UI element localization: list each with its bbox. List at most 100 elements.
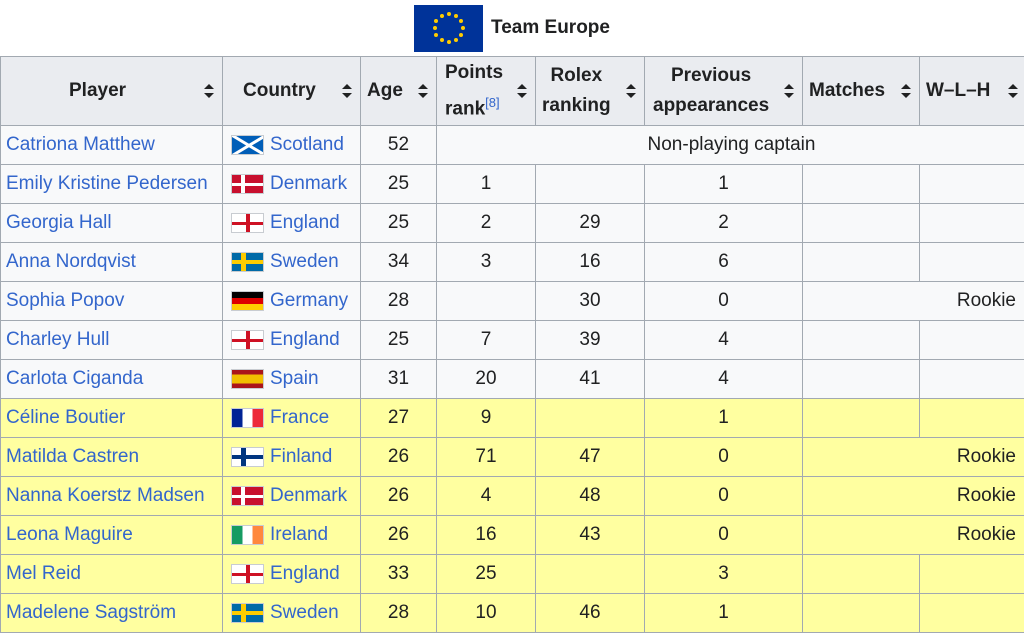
points-rank-cell [436,281,536,321]
caption-title: Team Europe [491,17,610,38]
country-link[interactable]: Spain [270,368,319,389]
player-name-link[interactable]: Matilda Castren [0,437,223,477]
player-name-link[interactable]: Sophia Popov [0,281,223,321]
star-icon [453,13,458,18]
country-link[interactable]: England [270,212,340,233]
rolex-ranking-cell: 39 [535,320,645,360]
table-row: Emily Kristine Pedersen Denmark 25 1 1 [0,164,1024,204]
rookie-label: Rookie [802,476,1024,516]
table-row: Nanna Koerstz Madsen Denmark 26 4 48 0 Rookie [0,476,1024,516]
table-row: Matilda Castren Finland 26 71 47 0 Rookie [0,437,1024,477]
country-link[interactable]: Germany [270,290,349,311]
rolex-ranking-cell: 29 [535,203,645,243]
sort-icon[interactable] [517,84,527,98]
france-flag-icon [231,407,264,428]
sort-icon[interactable] [784,84,794,98]
star-icon [460,26,465,30]
sort-icon[interactable] [626,84,636,98]
age-cell: 26 [360,515,437,555]
rookie-label: Rookie [802,281,1024,321]
points-rank-cell: 3 [436,242,536,282]
header-matches[interactable]: Matches [802,56,920,126]
sweden-flag-icon [231,602,264,623]
england-flag-icon [231,563,264,584]
sort-icon[interactable] [204,84,214,98]
header-age[interactable]: Age [360,56,437,126]
table-row: Madelene Sagström Sweden 28 10 46 1 [0,593,1024,633]
header-player[interactable]: Player [0,56,223,126]
country-link[interactable]: Scotland [270,134,344,155]
previous-appearances-cell: 4 [644,359,803,399]
england-flag-icon [231,212,264,233]
table-row: Catriona Matthew Scotland 52 Non-playing ca… [0,125,1024,165]
sort-icon[interactable] [1008,84,1018,98]
player-name-link[interactable]: Nanna Koerstz Madsen [0,476,223,516]
header-wlh-label: W–L–H [926,80,991,101]
header-points-rank[interactable]: Points rank[8] [436,56,536,126]
table-row: Carlota Ciganda Spain 31 20 41 4 [0,359,1024,399]
player-name-link[interactable]: Mel Reid [0,554,223,594]
matches-cell [802,593,920,633]
player-name-link[interactable]: Georgia Hall [0,203,223,243]
rolex-ranking-cell: 47 [535,437,645,477]
header-age-label: Age [367,80,403,101]
country-cell: Ireland [222,515,361,555]
player-name-link[interactable]: Leona Maguire [0,515,223,555]
wlh-cell [919,593,1024,633]
age-cell: 28 [360,281,437,321]
country-link[interactable]: Denmark [270,485,348,506]
sort-icon[interactable] [418,84,428,98]
sort-icon[interactable] [901,84,911,98]
england-flag-icon [231,329,264,350]
country-link[interactable]: England [270,563,340,584]
matches-cell [802,554,920,594]
header-country[interactable]: Country [222,56,361,126]
reference-link[interactable]: [8] [485,94,500,110]
header-previous-appearances[interactable]: Previous appearances [644,56,803,126]
table-row: Céline Boutier France 27 9 1 [0,398,1024,438]
header-rolex-line2: ranking [542,95,611,116]
header-rolex-ranking[interactable]: Rolex ranking [535,56,645,126]
country-link[interactable]: Denmark [270,173,348,194]
rolex-ranking-cell: 43 [535,515,645,555]
points-rank-cell: 25 [436,554,536,594]
country-cell: England [222,320,361,360]
country-link[interactable]: Sweden [270,251,339,272]
matches-cell [802,359,920,399]
spain-flag-icon [231,368,264,389]
star-icon [453,38,458,43]
country-link[interactable]: Sweden [270,602,339,623]
header-points-rank-label: Points rank[8] [445,58,503,124]
wlh-cell [919,203,1024,243]
age-cell: 33 [360,554,437,594]
matches-cell [802,320,920,360]
table-row: Leona Maguire Ireland 26 16 43 0 Rookie [0,515,1024,555]
table-caption: Team Europe [0,0,1024,56]
wlh-cell [919,242,1024,282]
age-cell: 27 [360,398,437,438]
star-icon [432,26,437,30]
age-cell: 25 [360,320,437,360]
country-cell: Finland [222,437,361,477]
header-wlh[interactable]: W–L–H [919,56,1024,126]
sweden-flag-icon [231,251,264,272]
player-name-link[interactable]: Anna Nordqvist [0,242,223,282]
previous-appearances-cell: 2 [644,203,803,243]
finland-flag-icon [231,446,264,467]
sort-icon[interactable] [342,84,352,98]
country-link[interactable]: France [270,407,330,428]
previous-appearances-cell: 1 [644,164,803,204]
country-link[interactable]: Finland [270,446,333,467]
rolex-ranking-cell [535,398,645,438]
player-name-link[interactable]: Charley Hull [0,320,223,360]
player-name-link[interactable]: Catriona Matthew [0,125,223,165]
country-link[interactable]: England [270,329,340,350]
player-name-link[interactable]: Céline Boutier [0,398,223,438]
header-rolex-label: Rolex ranking [542,61,611,121]
country-link[interactable]: Ireland [270,524,329,545]
player-name-link[interactable]: Emily Kristine Pedersen [0,164,223,204]
player-name-link[interactable]: Madelene Sagström [0,593,223,633]
player-name-link[interactable]: Carlota Ciganda [0,359,223,399]
country-cell: Sweden [222,242,361,282]
country-cell: Germany [222,281,361,321]
